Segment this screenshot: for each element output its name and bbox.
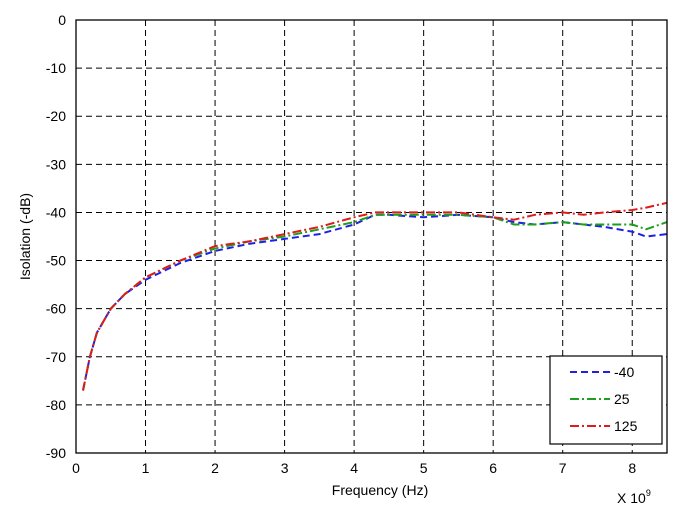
y-tick-label: -70: [46, 349, 66, 365]
y-tick-label: 0: [58, 12, 66, 28]
x-tick-label: 3: [281, 460, 289, 476]
y-tick-label: -60: [46, 301, 66, 317]
x-tick-label: 2: [211, 460, 219, 476]
y-tick-label: -80: [46, 397, 66, 413]
x-tick-label: 4: [350, 460, 358, 476]
legend: -40 25 125: [549, 355, 663, 445]
x-axis-multiplier: X 109: [617, 488, 651, 506]
tick-labels: 0 1 2 3 4 5 6 7 8 0 -10 -20 -30 -40 -50 -60 -70 -80 -90: [46, 12, 637, 476]
y-tick-label: -10: [46, 60, 66, 76]
x-tick-label: 0: [72, 460, 80, 476]
plot-frame: [75, 19, 668, 454]
y-tick-label: -50: [46, 253, 66, 269]
x-tick-label: 6: [489, 460, 497, 476]
y-tick-label: -40: [46, 204, 66, 220]
x-axis-multiplier-exponent: 9: [646, 488, 651, 498]
y-tick-label: -30: [46, 156, 66, 172]
x-axis-label: Frequency (Hz): [332, 482, 428, 498]
y-tick-label: -20: [46, 108, 66, 124]
legend-label-25: 25: [614, 391, 630, 407]
x-tick-label: 5: [420, 460, 428, 476]
x-tick-label: 7: [559, 460, 567, 476]
legend-label-125: 125: [614, 418, 638, 434]
legend-label--40: -40: [614, 364, 634, 380]
y-tick-label: -90: [46, 445, 66, 461]
x-axis-multiplier-base: X 10: [617, 490, 646, 506]
series-layer: [82, 201, 668, 391]
x-tick-label: 8: [628, 460, 636, 476]
series-line-125: [82, 201, 668, 391]
y-axis-label: Isolation (-dB): [17, 193, 33, 280]
x-tick-label: 1: [142, 460, 150, 476]
